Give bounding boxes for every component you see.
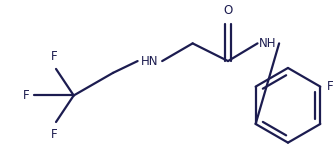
- Text: F: F: [51, 50, 57, 63]
- Text: F: F: [51, 128, 57, 141]
- Text: F: F: [23, 89, 30, 102]
- Text: HN: HN: [141, 55, 158, 68]
- Text: F: F: [327, 80, 333, 93]
- Text: O: O: [223, 4, 233, 17]
- Text: NH: NH: [259, 37, 276, 50]
